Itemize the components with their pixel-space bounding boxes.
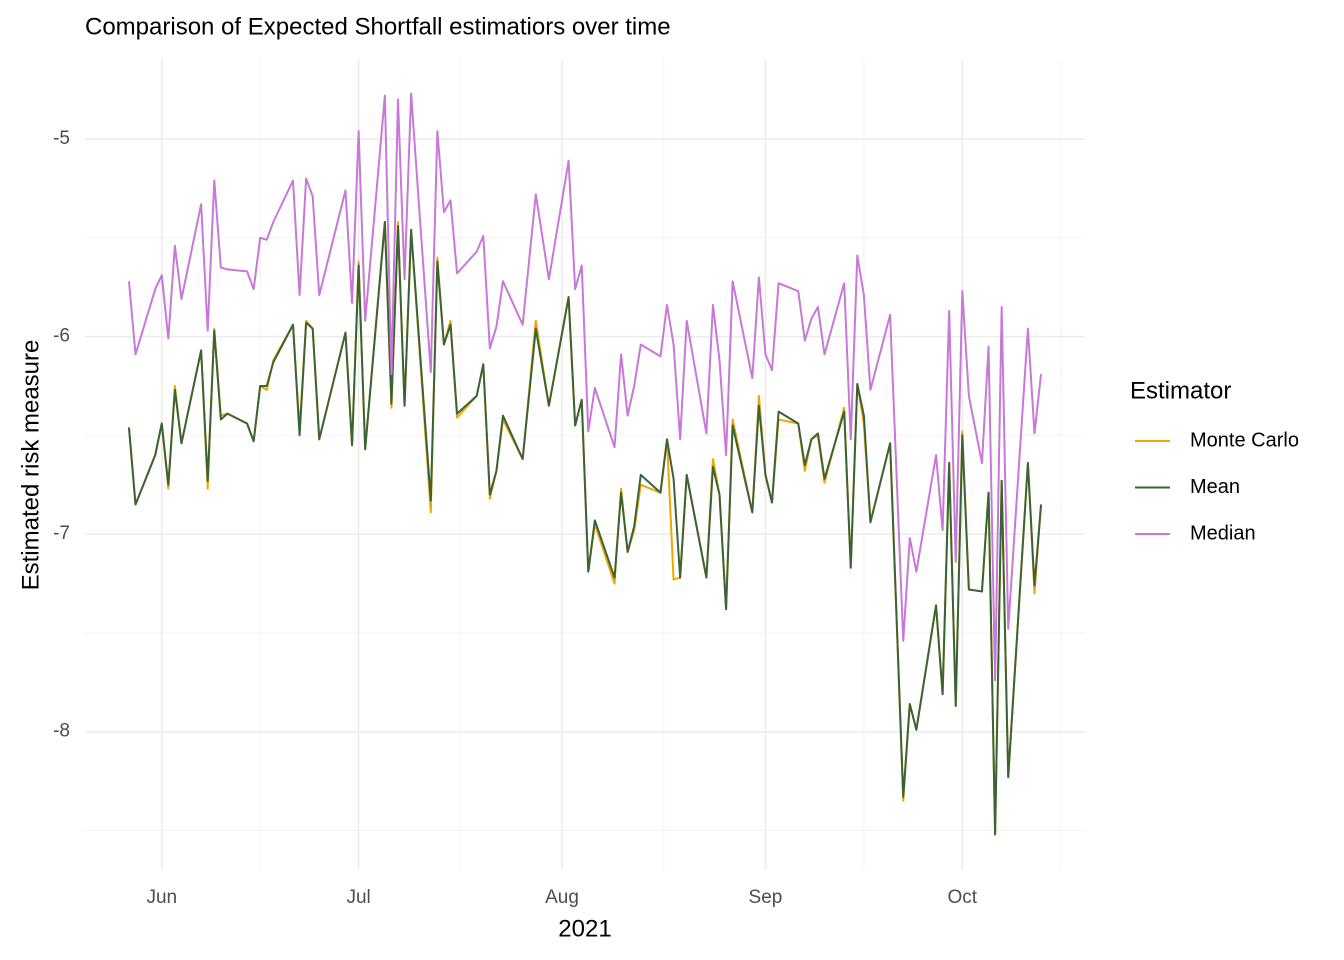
legend-label: Median — [1190, 522, 1256, 544]
series-line — [127, 221, 1043, 836]
y-tick-label: -8 — [53, 721, 70, 742]
y-tick-label: -7 — [53, 523, 70, 544]
y-axis-title: Estimated risk measure — [17, 340, 44, 591]
x-axis-title: 2021 — [558, 915, 611, 942]
chart-title: Comparison of Expected Shortfall estimat… — [85, 13, 671, 40]
x-tick-label: Sep — [749, 887, 783, 908]
x-tick-label: Oct — [948, 887, 978, 908]
series-line — [127, 221, 1043, 836]
legend-label: Mean — [1190, 476, 1240, 498]
x-tick-label: Aug — [545, 887, 579, 908]
y-tick-label: -5 — [53, 128, 70, 149]
y-tick-label: -6 — [53, 326, 70, 347]
series-line — [127, 92, 1043, 682]
x-tick-label: Jun — [146, 887, 177, 908]
legend-title: Estimator — [1130, 377, 1231, 404]
x-tick-label: Jul — [346, 887, 370, 908]
legend-label: Monte Carlo — [1190, 429, 1299, 451]
